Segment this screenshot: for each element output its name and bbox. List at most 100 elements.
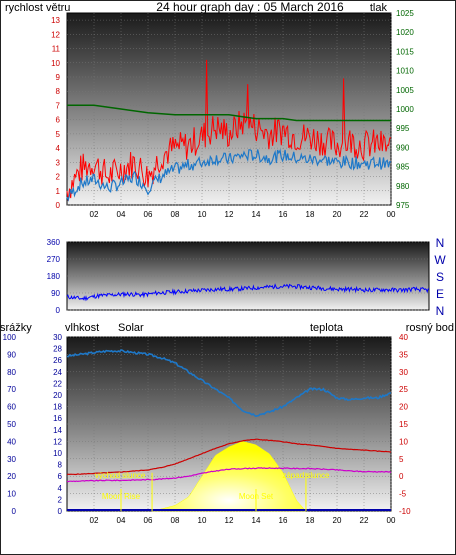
precip-tick-label: 50 <box>7 420 16 429</box>
time-axis-bottom: 02 04 06 08 10 12 14 16 18 20 22 00 <box>90 516 396 525</box>
temperature-tick-label: -10 <box>399 507 411 516</box>
humidity-tick-label: 22 <box>53 379 62 388</box>
x-tick-label: 04 <box>117 210 126 219</box>
direction-series <box>66 283 430 302</box>
pressure-axis-label: tlak <box>370 2 388 14</box>
temperature-axis: -10 -5 0 5 10 15 20 25 30 35 40 <box>399 333 411 516</box>
solar-area <box>152 441 307 512</box>
direction-tick-label: 360 <box>47 238 61 247</box>
x-tick-label: 12 <box>225 516 234 525</box>
pressure-tick-label: 1000 <box>396 105 414 114</box>
moon-annotation: Moon Set <box>239 492 274 501</box>
wind-gust-line <box>66 59 392 201</box>
wind-tick-label: 2 <box>56 173 61 182</box>
temperature-label: teplota <box>310 322 344 334</box>
pressure-tick-label: 995 <box>396 124 410 133</box>
x-tick-label: 04 <box>117 516 126 525</box>
compass-label: N <box>436 304 445 318</box>
wind-tick-label: 0 <box>56 201 61 210</box>
temperature-tick-label: 0 <box>399 472 404 481</box>
pressure-tick-label: 1025 <box>396 9 414 18</box>
x-tick-label: 20 <box>333 516 342 525</box>
temperature-tick-label: -5 <box>399 490 407 499</box>
humidity-tick-label: 4 <box>58 484 63 493</box>
temperature-tick-label: 40 <box>399 333 408 342</box>
humidity-tick-label: 12 <box>53 437 62 446</box>
compass-label: N <box>436 236 445 250</box>
x-tick-label: 02 <box>90 516 99 525</box>
temperature-tick-label: 5 <box>399 455 404 464</box>
pressure-tick-label: 1010 <box>396 67 414 76</box>
pressure-tick-label: 975 <box>396 201 410 210</box>
pressure-tick-label: 985 <box>396 163 410 172</box>
sun-annotation: západ slunce <box>282 471 330 480</box>
x-tick-label: 22 <box>360 210 369 219</box>
wind-tick-label: 1 <box>56 187 61 196</box>
humidity-tick-label: 10 <box>53 449 62 458</box>
direction-tick-label: 0 <box>56 306 61 315</box>
humidity-tick-label: 30 <box>53 333 62 342</box>
wind-tick-label: 9 <box>56 73 61 82</box>
precip-tick-label: 20 <box>7 472 16 481</box>
x-tick-label: 06 <box>144 516 153 525</box>
compass-label: S <box>436 270 444 284</box>
x-tick-label: 10 <box>198 516 207 525</box>
x-tick-label: 10 <box>198 210 207 219</box>
precip-tick-label: 60 <box>7 403 16 412</box>
wind-series <box>66 59 392 202</box>
wind-tick-label: 3 <box>56 158 61 167</box>
temperature-tick-label: 35 <box>399 350 408 359</box>
x-tick-label: 20 <box>333 210 342 219</box>
pressure-axis: 975 980 985 990 995 1000 1005 1010 1015 1020 1025 <box>396 9 414 210</box>
compass-label: W <box>434 253 446 267</box>
wind-tick-label: 10 <box>51 59 60 68</box>
wind-tick-label: 12 <box>51 30 60 39</box>
humidity-tick-label: 8 <box>58 461 63 470</box>
x-tick-label: 00 <box>387 516 396 525</box>
pressure-line <box>67 104 391 122</box>
x-tick-label: 18 <box>306 516 315 525</box>
wind-average-line <box>66 148 392 202</box>
temperature-tick-label: 15 <box>399 420 408 429</box>
direction-axis: 0 90 180 270 360 <box>47 238 61 315</box>
pressure-tick-label: 1005 <box>396 86 414 95</box>
x-tick-label: 00 <box>387 210 396 219</box>
x-tick-label: 08 <box>171 210 180 219</box>
wind-grid <box>67 13 392 206</box>
pressure-tick-label: 1015 <box>396 47 414 56</box>
humidity-tick-label: 0 <box>58 507 63 516</box>
x-tick-label: 02 <box>90 210 99 219</box>
sun-moon-annotations: východ slunce západ slunce Moon Rise Moon S… <box>95 471 330 511</box>
humidity-tick-label: 20 <box>53 391 62 400</box>
temperature-tick-label: 30 <box>399 368 408 377</box>
precip-tick-label: 90 <box>7 350 16 359</box>
humidity-tick-label: 16 <box>53 414 62 423</box>
wind-tick-label: 7 <box>56 101 61 110</box>
wind-tick-label: 5 <box>56 130 61 139</box>
time-axis-top: 02 04 06 08 10 12 14 16 18 20 22 00 <box>90 210 396 219</box>
humidity-label: vlhkost <box>65 322 99 334</box>
humidity-tick-label: 18 <box>53 403 62 412</box>
climate-series <box>66 349 392 512</box>
wind-axis-label: rychlost větru <box>5 2 70 14</box>
dewpoint-label: rosný bod <box>406 322 454 334</box>
wind-direction-line <box>66 283 430 302</box>
wind-tick-label: 11 <box>52 45 61 54</box>
humidity-tick-label: 2 <box>58 495 63 504</box>
direction-tick-label: 270 <box>47 255 61 264</box>
precip-tick-label: 10 <box>7 490 16 499</box>
x-tick-label: 18 <box>306 210 315 219</box>
humidity-tick-label: 24 <box>53 368 62 377</box>
temperature-line <box>66 438 392 476</box>
precip-tick-label: 100 <box>3 333 17 342</box>
x-tick-label: 16 <box>279 516 288 525</box>
x-tick-label: 16 <box>279 210 288 219</box>
pressure-tick-label: 990 <box>396 143 410 152</box>
humidity-tick-label: 14 <box>53 426 62 435</box>
humidity-line <box>66 349 391 418</box>
x-tick-label: 08 <box>171 516 180 525</box>
